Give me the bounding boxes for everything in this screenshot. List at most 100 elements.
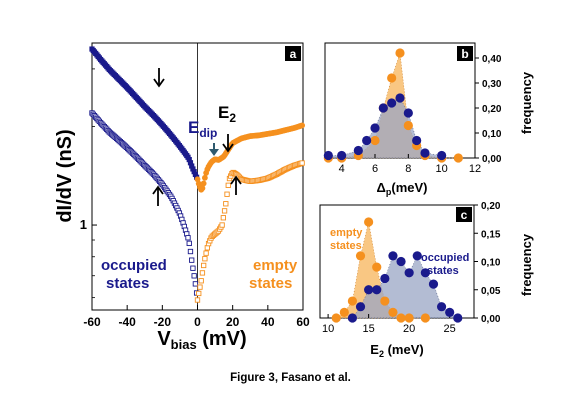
c-x-tick-label-0: 10 xyxy=(322,323,334,335)
panel-a-point-3-23 xyxy=(223,201,229,207)
panel-c-x-label-sub: 2 xyxy=(379,349,384,359)
b-point-0-3 xyxy=(370,135,380,146)
panel-c: 10 15 20 25 0,00 0,05 0,10 0,15 0,20 c empty st… xyxy=(319,201,534,359)
c-point-0-5 xyxy=(372,262,382,272)
c-point-0-9 xyxy=(404,313,414,323)
b-point-1-11 xyxy=(437,150,447,161)
panel-a-x-ticks: -60 -40 -20 0 20 40 60 xyxy=(83,305,310,329)
b-fit-outline-1 xyxy=(328,98,442,159)
panel-a-point-3-25 xyxy=(225,182,231,188)
panel-a-point-3-0 xyxy=(194,297,201,303)
panel-a-x-label-unit: (mV) xyxy=(197,328,247,350)
panel-c-series xyxy=(331,217,463,323)
b-point-0-7 xyxy=(403,120,413,131)
panel-a-x-tick-label-3: 0 xyxy=(194,315,201,329)
c-point-1-0 xyxy=(347,313,358,323)
b-point-1-5 xyxy=(378,103,388,113)
c-y-tick-label-2: 0,10 xyxy=(481,258,501,269)
panel-c-letter: c xyxy=(461,208,468,222)
panel-a-point-0-80 xyxy=(187,160,194,166)
b-point-1-9 xyxy=(412,135,422,146)
c-point-0-6 xyxy=(380,296,390,306)
panel-a-point-3-22 xyxy=(221,208,228,214)
b-y-tick-label-3: 0,30 xyxy=(482,79,502,90)
c-series-1 xyxy=(347,251,463,323)
panel-a-point-2-80 xyxy=(187,248,194,255)
panel-b-x-label-unit: (meV) xyxy=(391,180,427,195)
panel-c-occupied-label-line2: states xyxy=(427,265,459,277)
panel-b-x-label-main: Δ xyxy=(377,180,386,195)
c-point-1-6 xyxy=(396,256,406,267)
b-x-tick-label-0: 4 xyxy=(339,163,345,175)
c-y-tick-label-0: 0,00 xyxy=(481,314,501,325)
b-point-1-6 xyxy=(387,98,397,108)
panel-a-point-3-3 xyxy=(198,278,204,284)
c-fit-area-0 xyxy=(336,222,426,318)
c-point-1-3 xyxy=(372,285,382,295)
e-dip-label: Edip xyxy=(188,118,217,140)
occupied-states-label-line2: states xyxy=(106,275,149,292)
panel-a-point-0-82 xyxy=(190,166,196,172)
panel-b: 4 6 8 10 12 0,00 0,10 0,20 0,30 0,40 b Δp(meV) f… xyxy=(323,42,534,197)
panel-a-point-2-81 xyxy=(189,257,195,263)
panel-a-point-3-6 xyxy=(202,256,208,262)
empty-states-label-line1: empty xyxy=(253,257,298,274)
panel-b-x-label-sub: p xyxy=(386,187,392,197)
panel-a-point-3-7 xyxy=(203,250,209,256)
c-point-0-10 xyxy=(420,313,430,323)
c-x-tick-label-3: 25 xyxy=(444,323,456,335)
panel-a-series-3 xyxy=(194,160,305,303)
b-series-1 xyxy=(323,93,447,161)
panel-a-point-0-81 xyxy=(189,163,195,169)
b-y-tick-label-0: 0,00 xyxy=(482,154,502,165)
panel-a-x-tick-label-0: -60 xyxy=(83,315,101,329)
c-point-1-1 xyxy=(355,302,366,312)
panel-c-x-ticks: 10 15 20 25 xyxy=(322,314,456,335)
panel-a-point-3-5 xyxy=(201,262,207,269)
c-series-0 xyxy=(331,217,430,323)
panel-a-point-1-5 xyxy=(200,180,207,187)
panel-a-x-tick-label-6: 60 xyxy=(296,315,310,329)
c-point-1-11 xyxy=(436,302,447,312)
panel-a-x-tick-label-4: 20 xyxy=(226,315,240,329)
panel-a-x-tick-label-1: -40 xyxy=(118,315,136,329)
c-x-tick-label-1: 15 xyxy=(363,323,375,335)
panel-a-point-1-0 xyxy=(194,176,201,183)
arrow-up-empty-open xyxy=(230,175,242,195)
arrow-down-e2 xyxy=(222,134,234,153)
panel-a-y-ticks: 1 xyxy=(80,68,97,299)
panel-a-x-label: Vbias (mV) xyxy=(157,328,246,352)
b-point-1-10 xyxy=(420,148,430,158)
c-point-1-8 xyxy=(412,251,422,261)
panel-c-letter-box xyxy=(456,207,472,222)
c-point-0-8 xyxy=(396,313,406,323)
c-point-0-7 xyxy=(388,307,398,317)
c-point-1-12 xyxy=(445,307,455,317)
e-dip-label-main: E xyxy=(188,118,199,137)
panel-a-point-2-82 xyxy=(190,265,196,271)
b-point-1-7 xyxy=(395,93,405,103)
c-y-tick-label-1: 0,05 xyxy=(481,286,501,297)
panel-a-letter-box xyxy=(285,46,301,61)
b-point-1-1 xyxy=(337,150,347,161)
b-point-1-4 xyxy=(370,123,380,133)
empty-states-label-line2: states xyxy=(249,275,292,292)
panel-a-series xyxy=(89,46,306,303)
b-point-1-8 xyxy=(403,108,413,118)
panel-a-point-3-2 xyxy=(197,284,203,290)
panel-a-point-3-1 xyxy=(196,290,202,297)
panel-a-point-1-85 xyxy=(299,122,306,129)
panel-a-point-3-20 xyxy=(219,222,225,228)
b-x-tick-label-2: 8 xyxy=(405,163,411,175)
panel-a-y-label: dI/dV (nS) xyxy=(54,129,76,222)
c-point-0-2 xyxy=(347,296,358,306)
c-point-1-2 xyxy=(364,285,374,295)
panel-a-point-2-84 xyxy=(192,281,199,287)
c-point-0-1 xyxy=(339,307,349,317)
c-x-tick-label-2: 20 xyxy=(403,323,415,335)
panel-c-x-label-main: E xyxy=(370,342,379,357)
c-point-1-7 xyxy=(404,268,414,278)
panel-a-point-3-8 xyxy=(204,245,210,251)
panel-a-point-3-21 xyxy=(220,215,226,221)
